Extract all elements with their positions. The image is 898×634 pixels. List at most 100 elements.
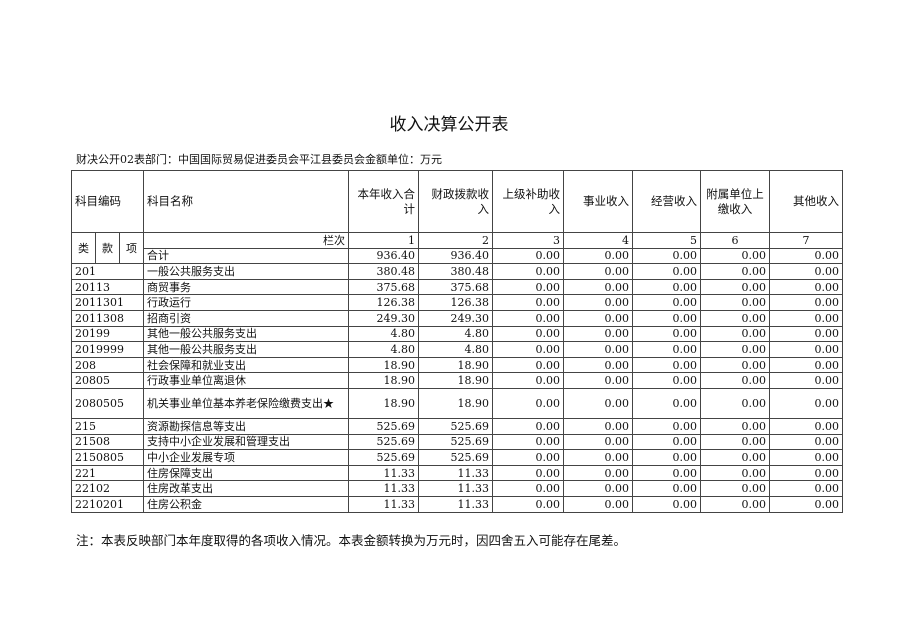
amount-cell: 0.00 bbox=[769, 263, 843, 280]
header-name: 科目名称 bbox=[143, 170, 349, 233]
lanci-row: 类 款 项 栏次 1 2 3 4 5 6 7 bbox=[71, 231, 843, 265]
amount-cell: 0.00 bbox=[563, 449, 633, 466]
amount-cell: 0.00 bbox=[700, 278, 770, 296]
subject-name: 其他一般公共服务支出 bbox=[143, 325, 349, 343]
amount-cell: 525.69 bbox=[418, 449, 493, 466]
amount-cell: 0.00 bbox=[700, 263, 770, 280]
subject-code: 2080505 bbox=[71, 387, 144, 419]
subject-name: 其他一般公共服务支出 bbox=[143, 341, 349, 358]
table-row: 221 住房保障支出 11.33 11.33 0.00 0.00 0.00 0.00 0.00 bbox=[71, 464, 843, 482]
subject-name: 中小企业发展专项 bbox=[143, 449, 349, 466]
amount-cell: 0.00 bbox=[492, 294, 564, 311]
amount-cell: 126.38 bbox=[348, 294, 419, 311]
subject-name: 社会保障和就业支出 bbox=[143, 356, 349, 374]
amount-cell: 0.00 bbox=[492, 325, 564, 343]
amount-cell: 0.00 bbox=[769, 449, 843, 466]
amount-cell: 0.00 bbox=[769, 372, 843, 389]
col-num: 1 bbox=[348, 232, 419, 249]
subject-code: 2011308 bbox=[71, 309, 144, 327]
amount-cell: 0.00 bbox=[700, 433, 770, 451]
amount-cell: 0.00 bbox=[700, 294, 770, 311]
amount-cell: 11.33 bbox=[348, 464, 419, 482]
amount-cell: 4.80 bbox=[348, 325, 419, 343]
amount-cell: 0.00 bbox=[492, 341, 564, 358]
table-row: 20199 其他一般公共服务支出 4.80 4.80 0.00 0.00 0.00 0.00 0… bbox=[71, 325, 843, 343]
header-c3: 上级补助收入 bbox=[492, 170, 564, 233]
amount-cell: 0.00 bbox=[769, 341, 843, 358]
amount-cell: 0.00 bbox=[632, 341, 701, 358]
amount-cell: 525.69 bbox=[348, 417, 419, 435]
subject-name: 商贸事务 bbox=[143, 278, 349, 296]
table-row: 21508 支持中小企业发展和管理支出 525.69 525.69 0.00 0.00 0.… bbox=[71, 433, 843, 451]
amount-cell: 0.00 bbox=[632, 387, 701, 419]
subject-name: 一般公共服务支出 bbox=[143, 263, 349, 280]
amount-cell: 0.00 bbox=[700, 480, 770, 497]
amount-cell: 0.00 bbox=[632, 433, 701, 451]
income-table: 科目编码 科目名称 本年收入合计 财政拨款收入 上级补助收入 事业收入 经营收入… bbox=[71, 170, 843, 513]
table-subtitle: 财决公开02表部门：中国国际贸易促进委员会平江县委员会金额单位：万元 bbox=[76, 153, 442, 166]
subject-code: 208 bbox=[71, 356, 144, 374]
amount-cell: 0.00 bbox=[769, 387, 843, 419]
amount-cell: 0.00 bbox=[492, 372, 564, 389]
subject-name: 资源勘探信息等支出 bbox=[143, 417, 349, 435]
amount-cell: 0.00 bbox=[563, 464, 633, 482]
amount-cell: 0.00 bbox=[632, 278, 701, 296]
amount-cell: 4.80 bbox=[348, 341, 419, 358]
amount-cell: 0.00 bbox=[632, 309, 701, 327]
subject-code: 2150805 bbox=[71, 449, 144, 466]
amount-cell: 0.00 bbox=[492, 309, 564, 327]
table-row: 2019999 其他一般公共服务支出 4.80 4.80 0.00 0.00 0.00 0.0… bbox=[71, 341, 843, 358]
table-row: 208 社会保障和就业支出 18.90 18.90 0.00 0.00 0.00 0.00 0.… bbox=[71, 356, 843, 374]
amount-cell: 0.00 bbox=[769, 480, 843, 497]
amount-cell: 0.00 bbox=[769, 433, 843, 451]
table-row: 215 资源勘探信息等支出 525.69 525.69 0.00 0.00 0.00 0.00… bbox=[71, 417, 843, 435]
amount-cell: 249.30 bbox=[348, 309, 419, 327]
amount-cell: 0.00 bbox=[769, 278, 843, 296]
header-lanci: 栏次 bbox=[143, 232, 349, 249]
amount-cell: 0.00 bbox=[563, 387, 633, 419]
col-num: 4 bbox=[563, 232, 633, 249]
header-c1: 本年收入合计 bbox=[348, 170, 419, 233]
header-c4: 事业收入 bbox=[563, 170, 633, 233]
table-row: 20113 商贸事务 375.68 375.68 0.00 0.00 0.00 0.00 0.0… bbox=[71, 278, 843, 296]
header-c6: 附属单位上缴收入 bbox=[700, 170, 770, 233]
table-row: 22102 住房改革支出 11.33 11.33 0.00 0.00 0.00 0.00 0.0… bbox=[71, 480, 843, 497]
amount-cell: 0.00 bbox=[769, 325, 843, 343]
subject-name: 合计 bbox=[143, 247, 349, 265]
subject-code: 2019999 bbox=[71, 341, 144, 358]
col-num: 6 bbox=[700, 232, 770, 249]
amount-cell: 0.00 bbox=[632, 417, 701, 435]
amount-cell: 0.00 bbox=[632, 294, 701, 311]
amount-cell: 0.00 bbox=[563, 341, 633, 358]
amount-cell: 0.00 bbox=[700, 387, 770, 419]
amount-cell: 936.40 bbox=[418, 247, 493, 265]
amount-cell: 126.38 bbox=[418, 294, 493, 311]
col-num: 5 bbox=[632, 232, 701, 249]
amount-cell: 0.00 bbox=[632, 480, 701, 497]
table-row: 合计 936.40 936.40 0.00 0.00 0.00 0.00 0.00 bbox=[72, 247, 843, 265]
amount-cell: 375.68 bbox=[418, 278, 493, 296]
amount-cell: 11.33 bbox=[348, 495, 419, 513]
amount-cell: 0.00 bbox=[492, 356, 564, 374]
amount-cell: 525.69 bbox=[348, 433, 419, 451]
amount-cell: 0.00 bbox=[492, 247, 564, 265]
amount-cell: 0.00 bbox=[492, 417, 564, 435]
amount-cell: 0.00 bbox=[563, 294, 633, 311]
amount-cell: 0.00 bbox=[632, 449, 701, 466]
subject-name: 支持中小企业发展和管理支出 bbox=[143, 433, 349, 451]
amount-cell: 0.00 bbox=[492, 495, 564, 513]
table-row: 2011301 行政运行 126.38 126.38 0.00 0.00 0.00 0.00 0… bbox=[71, 294, 843, 311]
subject-code: 22102 bbox=[71, 480, 144, 497]
amount-cell: 18.90 bbox=[418, 372, 493, 389]
amount-cell: 11.33 bbox=[348, 480, 419, 497]
amount-cell: 0.00 bbox=[563, 480, 633, 497]
amount-cell: 0.00 bbox=[563, 356, 633, 374]
subject-name: 住房保障支出 bbox=[143, 464, 349, 482]
amount-cell: 0.00 bbox=[563, 417, 633, 435]
amount-cell: 0.00 bbox=[563, 325, 633, 343]
table-row: 201 一般公共服务支出 380.48 380.48 0.00 0.00 0.00 0.00 0… bbox=[71, 263, 843, 280]
amount-cell: 0.00 bbox=[563, 263, 633, 280]
amount-cell: 18.90 bbox=[418, 387, 493, 419]
subject-code: 21508 bbox=[71, 433, 144, 451]
amount-cell: 18.90 bbox=[418, 356, 493, 374]
